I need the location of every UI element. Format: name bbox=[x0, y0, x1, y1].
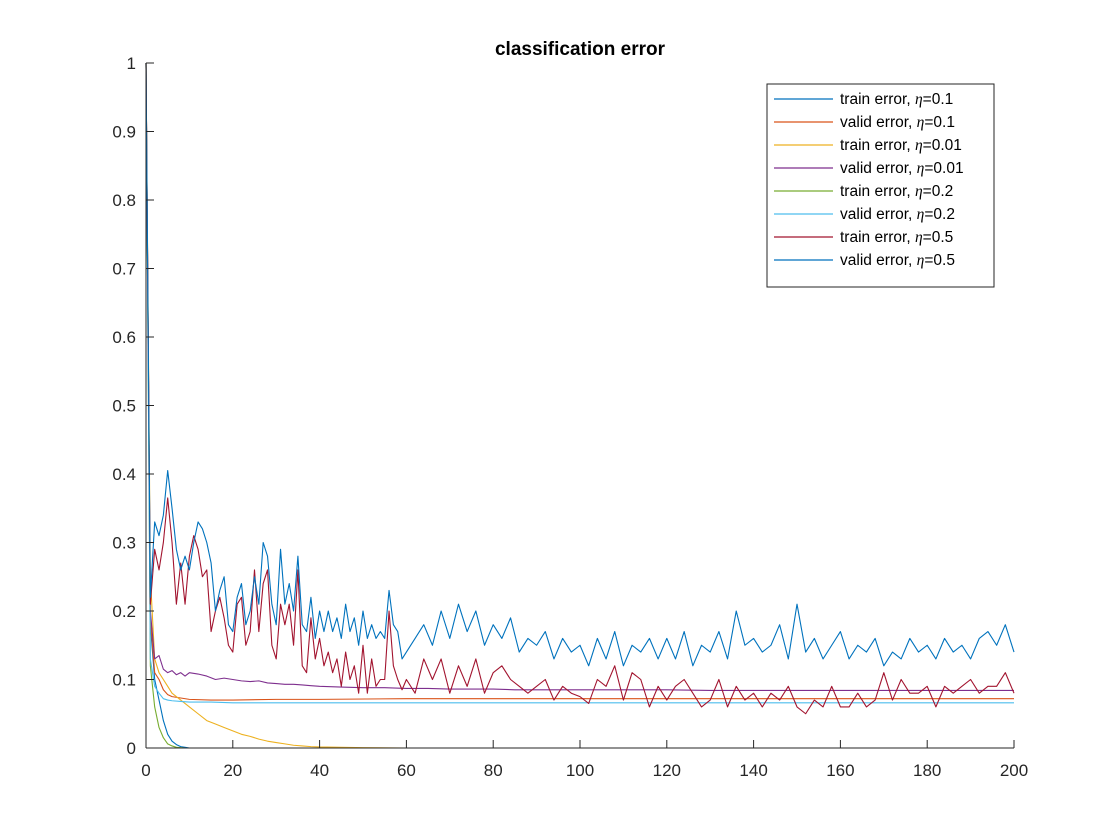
legend-label: valid error, η=0.5 bbox=[840, 252, 955, 269]
x-tick-label: 160 bbox=[826, 761, 854, 780]
series-line-7 bbox=[145, 62, 1015, 715]
legend-label: train error, η=0.01 bbox=[840, 137, 962, 154]
legend-label-text: train error, bbox=[840, 91, 915, 108]
x-tick-label: 200 bbox=[1000, 761, 1028, 780]
legend-eta-value: =0.5 bbox=[923, 229, 954, 246]
y-tick-label: 0.8 bbox=[112, 191, 136, 210]
legend-box bbox=[766, 83, 995, 288]
series-line-6 bbox=[145, 62, 1014, 704]
legend-eta-symbol: η bbox=[917, 114, 925, 131]
legend-eta-value: =0.5 bbox=[924, 252, 955, 269]
legend-label: valid error, η=0.2 bbox=[840, 206, 955, 223]
y-tick-label: 0.9 bbox=[112, 123, 136, 142]
legend-eta-value: =0.2 bbox=[924, 206, 955, 223]
chart-title: classification error bbox=[495, 39, 666, 60]
legend-eta-value: =0.1 bbox=[923, 91, 954, 108]
x-tick-label: 120 bbox=[653, 761, 681, 780]
y-tick-label: 0.4 bbox=[112, 465, 136, 484]
x-tick-label: 0 bbox=[141, 761, 150, 780]
legend-eta-value: =0.1 bbox=[924, 114, 955, 131]
legend-label: train error, η=0.5 bbox=[840, 229, 953, 246]
legend-eta-value: =0.01 bbox=[924, 160, 963, 177]
legend-label: train error, η=0.1 bbox=[840, 91, 953, 108]
y-tick-label: 0.7 bbox=[112, 260, 136, 279]
legend-eta-symbol: η bbox=[917, 206, 925, 223]
legend-eta-symbol: η bbox=[915, 91, 923, 108]
x-tick-label: 180 bbox=[913, 761, 941, 780]
y-tick-label: 0 bbox=[127, 739, 136, 758]
legend-label-text: valid error, bbox=[840, 114, 917, 131]
y-tick-label: 0.2 bbox=[112, 602, 136, 621]
legend-label-text: valid error, bbox=[840, 206, 917, 223]
x-tick-label: 140 bbox=[739, 761, 767, 780]
x-tick-label: 20 bbox=[223, 761, 242, 780]
y-tick-label: 1 bbox=[127, 54, 136, 73]
legend-eta-symbol: η bbox=[917, 252, 925, 269]
legend-label-text: valid error, bbox=[840, 160, 917, 177]
series-line-4 bbox=[145, 62, 1014, 692]
legend-eta-symbol: η bbox=[915, 229, 923, 246]
x-tick-label: 40 bbox=[310, 761, 329, 780]
legend-label-text: train error, bbox=[840, 183, 915, 200]
axes: 0 20 40 60 80 100 120 140 160 180 200 0 0.1 0.2 0.3 0.4… bbox=[112, 54, 1028, 780]
y-tick-label: 0.1 bbox=[112, 671, 136, 690]
legend-label: train error, η=0.2 bbox=[840, 183, 953, 200]
legend-label-text: valid error, bbox=[840, 252, 917, 269]
legend-eta-value: =0.01 bbox=[923, 137, 962, 154]
series-line-8 bbox=[145, 62, 1015, 667]
y-tick-label: 0.3 bbox=[112, 534, 136, 553]
legend-label-text: train error, bbox=[840, 229, 915, 246]
legend-eta-symbol: η bbox=[915, 137, 923, 154]
legend-eta-value: =0.2 bbox=[923, 183, 954, 200]
x-tick-label: 100 bbox=[566, 761, 594, 780]
y-tick-label: 0.5 bbox=[112, 397, 136, 416]
legend-eta-symbol: η bbox=[915, 183, 923, 200]
y-tick-label: 0.6 bbox=[112, 328, 136, 347]
legend-eta-symbol: η bbox=[917, 160, 925, 177]
x-tick-label: 60 bbox=[397, 761, 416, 780]
x-tick-label: 80 bbox=[484, 761, 503, 780]
legend-label: valid error, η=0.1 bbox=[840, 114, 955, 131]
legend-label-text: train error, bbox=[840, 137, 915, 154]
legend-label: valid error, η=0.01 bbox=[840, 160, 964, 177]
